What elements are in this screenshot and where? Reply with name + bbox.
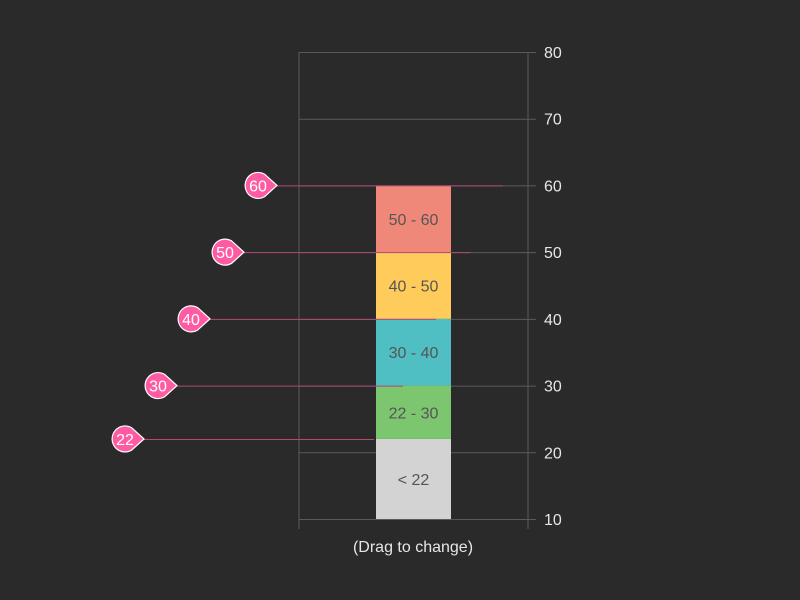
y-tick-label: 10 <box>544 512 562 529</box>
handle-value-label: 22 <box>116 432 134 449</box>
band-label: < 22 <box>398 472 430 489</box>
handle-value-label: 50 <box>216 245 234 262</box>
y-tick-label: 20 <box>544 445 562 462</box>
handles-layer[interactable]: 60 50 40 30 22 <box>111 171 503 453</box>
handle-value-label: 60 <box>249 178 267 195</box>
threshold-handle[interactable]: 22 <box>111 425 374 453</box>
threshold-handle[interactable]: 40 <box>177 305 436 333</box>
y-tick-label: 50 <box>544 245 562 262</box>
threshold-handle[interactable]: 60 <box>244 171 503 199</box>
x-axis-caption: (Drag to change) <box>353 539 473 556</box>
band-rect <box>376 185 451 253</box>
band-rect <box>376 252 451 319</box>
handle-value-label: 40 <box>182 312 200 329</box>
handle-marker[interactable] <box>144 372 178 400</box>
y-tick-label: 40 <box>544 312 562 329</box>
band-label: 30 - 40 <box>389 345 439 362</box>
band-label: 40 - 50 <box>389 279 439 296</box>
handle-marker[interactable] <box>211 238 245 266</box>
y-tick-label: 30 <box>544 379 562 396</box>
bands-layer: < 22 22 - 30 30 - 40 40 - 50 50 - 60 <box>376 185 451 519</box>
band-rect <box>376 385 451 439</box>
y-tick-label: 70 <box>544 112 562 129</box>
handle-marker[interactable] <box>111 425 145 453</box>
y-tick-label: 60 <box>544 178 562 195</box>
y-tick-label: 80 <box>544 45 562 62</box>
handle-value-label: 30 <box>149 379 167 396</box>
band-label: 50 - 60 <box>389 212 439 229</box>
handle-marker[interactable] <box>177 305 211 333</box>
threshold-handle[interactable]: 30 <box>144 372 403 400</box>
handle-marker[interactable] <box>244 171 278 199</box>
band-label: 22 - 30 <box>389 405 439 422</box>
threshold-handle[interactable]: 50 <box>211 238 470 266</box>
band-rect <box>376 318 451 386</box>
y-axis-ticks: 10 20 30 40 50 60 70 80 <box>544 45 562 529</box>
band-rect <box>376 438 451 519</box>
